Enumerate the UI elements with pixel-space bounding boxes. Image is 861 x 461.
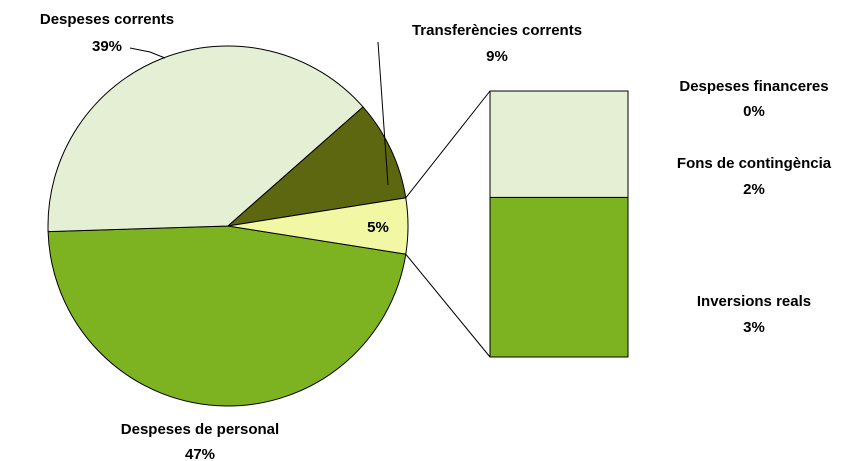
leader-line: [377, 41, 389, 186]
connector-line: [405, 90, 491, 199]
bar-segment: [489, 90, 629, 198]
bar-label: Fons de contingència: [677, 155, 832, 172]
pie-value-label: 5%: [367, 219, 389, 236]
connector-line: [405, 253, 491, 358]
bar-value-label: 3%: [743, 319, 765, 336]
pie-slice: [226, 106, 407, 227]
pie-label: Transferències corrents: [412, 22, 582, 39]
pie-slice: [47, 225, 407, 407]
pie-label: Despeses corrents: [40, 11, 174, 28]
bar-segment: [489, 196, 629, 358]
bar-value-label: 2%: [743, 181, 765, 198]
pie-label: Despeses de personal: [121, 421, 279, 438]
pie-slice: [227, 197, 409, 255]
bar-label: Despeses financeres: [679, 78, 828, 95]
pie-value-label: 39%: [92, 38, 122, 55]
pie-slice: [47, 45, 364, 233]
leader-line: [129, 47, 166, 59]
pie-value-label: 9%: [486, 48, 508, 65]
bar-value-label: 0%: [743, 103, 765, 120]
pie-value-label: 47%: [185, 446, 215, 461]
bar-label: Inversions reals: [697, 293, 811, 310]
